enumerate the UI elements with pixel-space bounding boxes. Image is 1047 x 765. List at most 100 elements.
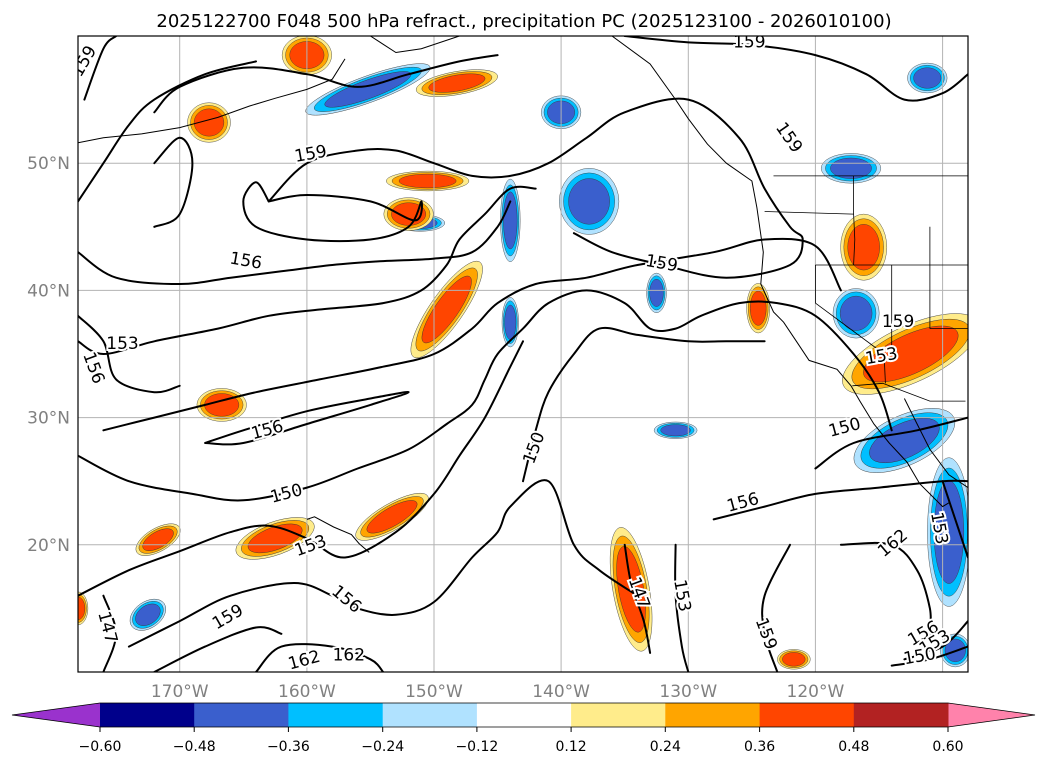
y-tick-label: 50°N (27, 154, 70, 174)
precip-ring (863, 325, 959, 383)
colorbar-tick-label: 0.36 (744, 739, 775, 755)
colorbar-tick-label: 0.48 (838, 739, 869, 755)
colorbar-tick-label: 0.24 (650, 739, 681, 755)
contour-line-153 (674, 543, 690, 672)
colorbar-extend-low (12, 703, 100, 727)
coastline-pnw (611, 36, 950, 508)
contour-line-159 (83, 36, 118, 101)
precip-ring (503, 191, 518, 250)
x-tick-label: 140°W (532, 682, 590, 702)
contour-line-153 (941, 480, 968, 559)
precip-ring (839, 295, 873, 331)
colorbar-segment (288, 703, 384, 727)
contour-line-156 (204, 391, 410, 446)
contour-line-147 (623, 543, 652, 654)
precip-patch (832, 288, 880, 339)
contour-line-159 (761, 543, 791, 672)
contour-line-147 (102, 594, 118, 672)
contour-label: 153 (926, 511, 951, 546)
colorbar-tick-label: −0.12 (455, 739, 498, 755)
precip-ring (398, 173, 457, 189)
contour-line-159 (153, 626, 283, 672)
state-border (883, 353, 886, 384)
contour-line-156 (78, 200, 512, 285)
precip-patch (777, 649, 811, 670)
contour-line-150 (890, 645, 968, 667)
contour-line-156 (102, 237, 842, 432)
contour-label: 159 (882, 312, 914, 332)
precip-patch (646, 272, 667, 313)
precip-patch (500, 178, 521, 262)
contour-line-156 (153, 136, 194, 228)
precip-patch (840, 213, 888, 281)
precip-patch (187, 102, 231, 143)
coastline-hawaii (306, 516, 370, 553)
precip-patch (501, 297, 519, 348)
x-tick-label: 160°W (278, 682, 336, 702)
state-border (815, 302, 885, 355)
precip-layer (78, 36, 968, 670)
contour-line-162 (839, 541, 932, 635)
precip-ring (78, 596, 86, 620)
precip-patch (609, 527, 653, 652)
precip-ring (366, 500, 418, 534)
colorbar-segment (100, 703, 195, 727)
contour-line-159 (267, 97, 804, 279)
contour-line-159 (242, 181, 423, 243)
precip-ring (135, 603, 161, 626)
contour-line-156 (78, 314, 181, 394)
contour-line-153 (78, 185, 537, 355)
colorbar-tick-label: 0.60 (932, 739, 963, 755)
precip-patch (927, 457, 968, 607)
y-axis-tick-labels: 20°N 30°N 40°N 50°N (27, 154, 70, 556)
contour-label: 162 (333, 646, 365, 666)
precip-ring (750, 290, 767, 326)
contour-line-156 (127, 479, 639, 648)
precip-patch (78, 591, 89, 626)
precip-ring (616, 546, 646, 633)
x-tick-label: 120°W (787, 682, 845, 702)
colorbar-tick-label: 0.12 (556, 739, 587, 755)
precip-patch (907, 62, 948, 94)
colorbar: −0.60 −0.48 −0.36 −0.24 −0.12 0.12 0.24 0.36 0.4… (11, 702, 1036, 755)
contour-line-150 (814, 416, 968, 470)
x-axis-tick-labels: 170°W 160°W 150°W 140°W 130°W 120°W (151, 682, 845, 702)
coastlines (78, 36, 968, 553)
contour-line-153 (78, 340, 524, 597)
contour-label: 153 (106, 334, 138, 354)
precip-ring (847, 224, 880, 271)
colorbar-tick-label: −0.24 (361, 739, 404, 755)
colorbar-segment (194, 703, 289, 727)
precip-patch (383, 197, 434, 231)
x-tick-label: 150°W (405, 682, 463, 702)
precip-patch (415, 69, 498, 97)
contour-label: 159 (733, 32, 765, 52)
colorbar-tick-label: −0.36 (267, 739, 310, 755)
precip-patch (129, 598, 166, 631)
contour-line-159 (78, 60, 257, 203)
precip-patch (821, 153, 882, 184)
precip-ring (649, 278, 664, 307)
colorbar-segment (382, 703, 478, 727)
precip-patch (386, 170, 470, 192)
precip-ring (913, 67, 942, 89)
chart-title: 2025122700 F048 500 hPa refract., precip… (156, 11, 891, 32)
colorbar-segment (759, 703, 855, 727)
map-frame (77, 35, 969, 673)
y-tick-label: 30°N (27, 409, 70, 429)
gridlines (78, 36, 968, 672)
y-tick-label: 20°N (27, 536, 70, 556)
contour-line-150 (522, 326, 766, 483)
state-border (853, 175, 856, 266)
contour-line-162 (255, 643, 385, 672)
border-us-mexico (852, 382, 966, 402)
coastline-alaska (370, 36, 460, 54)
colorbar-tick-label: −0.48 (173, 739, 216, 755)
coastline-aleutians (78, 58, 346, 144)
map-background (78, 36, 968, 672)
precip-patch (559, 168, 620, 235)
contour-lines (78, 36, 968, 672)
y-tick-label: 40°N (27, 281, 70, 301)
contour-line-156 (712, 479, 968, 521)
